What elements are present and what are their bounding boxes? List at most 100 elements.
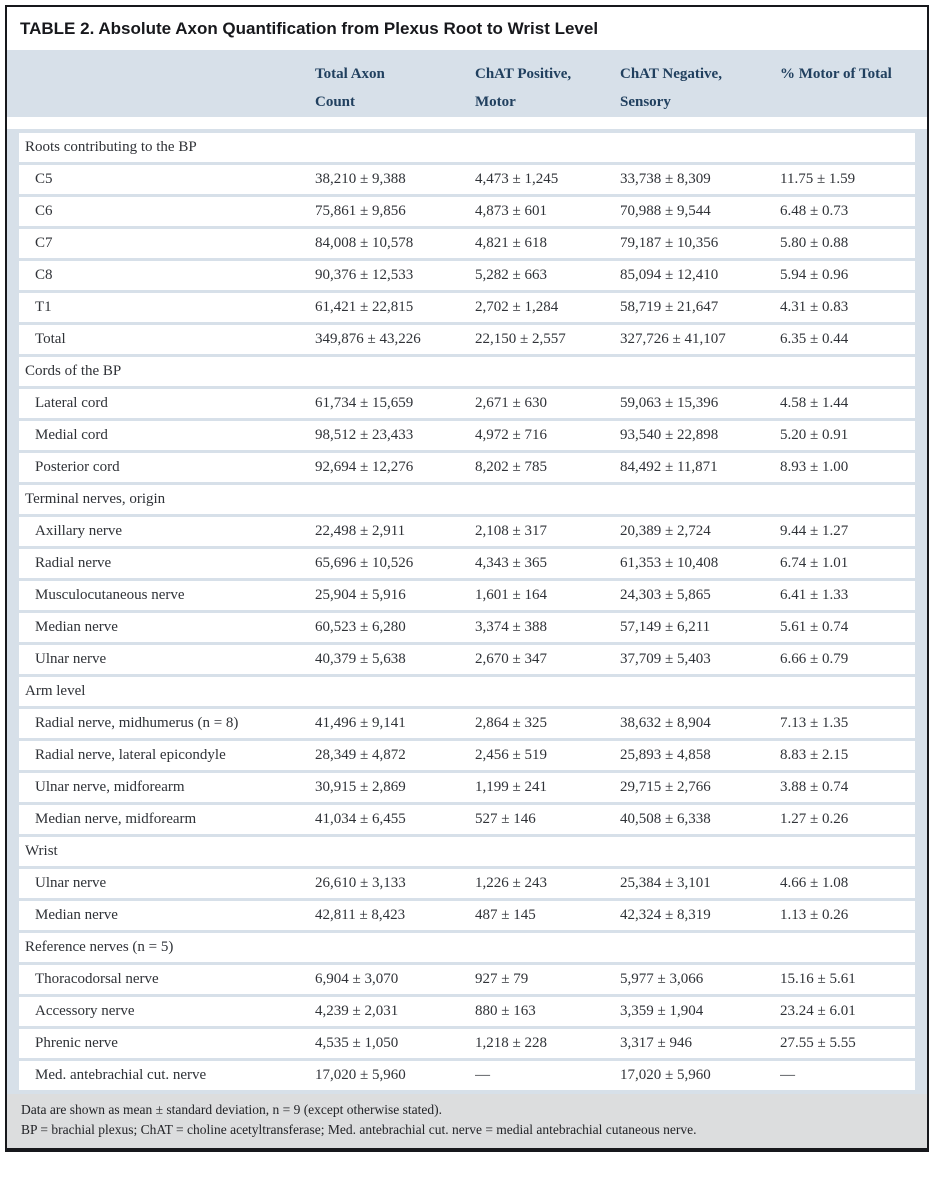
- row-label: Medial cord: [35, 427, 108, 443]
- chat-positive-value: 4,343 ± 365: [475, 555, 547, 571]
- chat-negative-value: 59,063 ± 15,396: [620, 395, 719, 411]
- chat-negative-value: 37,709 ± 5,403: [620, 651, 711, 667]
- pct-motor-value: 6.41 ± 1.33: [780, 587, 849, 603]
- table-row: Ulnar nerve 26,610 ± 3,133 1,226 ± 243 25,3…: [19, 869, 915, 898]
- section-header-row: Cords of the BP: [19, 357, 915, 386]
- total-axon-count-value: 4,239 ± 2,031: [315, 1003, 399, 1019]
- chat-positive-value: 927 ± 79: [475, 971, 529, 987]
- section-label: Cords of the BP: [25, 363, 122, 379]
- pct-motor-value: 1.13 ± 0.26: [780, 907, 849, 923]
- chat-positive-value: —: [475, 1067, 490, 1083]
- chat-positive-value: 5,282 ± 663: [475, 267, 547, 283]
- pct-motor-value: 8.83 ± 2.15: [780, 747, 849, 763]
- pct-motor-value: 8.93 ± 1.00: [780, 459, 849, 475]
- table-body: Roots contributing to the BP C5 38,210 ± 9…: [7, 129, 927, 1094]
- row-label: C8: [35, 267, 53, 283]
- section-label: Terminal nerves, origin: [25, 491, 166, 507]
- column-header-chat-negative-sensory: ChAT Negative, Sensory: [620, 66, 722, 110]
- table-row: Ulnar nerve, midforearm 30,915 ± 2,869 1,1…: [19, 773, 915, 802]
- table-footnotes: Data are shown as mean ± standard deviat…: [7, 1094, 927, 1148]
- total-axon-count-value: 40,379 ± 5,638: [315, 651, 406, 667]
- table-row: Lateral cord 61,734 ± 15,659 2,671 ± 630 59…: [19, 389, 915, 418]
- chat-positive-value: 880 ± 163: [475, 1003, 536, 1019]
- column-header-pct-motor-of-total: % Motor of Total: [780, 66, 892, 82]
- chat-positive-value: 2,456 ± 519: [475, 747, 547, 763]
- pct-motor-value: 5.20 ± 0.91: [780, 427, 849, 443]
- chat-positive-value: 1,218 ± 228: [475, 1035, 547, 1051]
- total-axon-count-value: 75,861 ± 9,856: [315, 203, 406, 219]
- total-axon-count-value: 38,210 ± 9,388: [315, 171, 406, 187]
- pct-motor-value: 4.58 ± 1.44: [780, 395, 849, 411]
- table-row: Median nerve, midforearm 41,034 ± 6,455 52…: [19, 805, 915, 834]
- chat-negative-value: 24,303 ± 5,865: [620, 587, 711, 603]
- pct-motor-value: 6.74 ± 1.01: [780, 555, 849, 571]
- table-row: C7 84,008 ± 10,578 4,821 ± 618 79,187 ± 10,…: [19, 229, 915, 258]
- section-label: Roots contributing to the BP: [25, 139, 197, 155]
- pct-motor-value: 15.16 ± 5.61: [780, 971, 856, 987]
- total-axon-count-value: 60,523 ± 6,280: [315, 619, 406, 635]
- table-row: Median nerve 60,523 ± 6,280 3,374 ± 388 57,…: [19, 613, 915, 642]
- table-frame: TABLE 2. Absolute Axon Quantification fr…: [5, 5, 929, 1152]
- pct-motor-value: 6.66 ± 0.79: [780, 651, 849, 667]
- chat-negative-value: 25,893 ± 4,858: [620, 747, 711, 763]
- chat-positive-value: 4,873 ± 601: [475, 203, 547, 219]
- pct-motor-value: 6.48 ± 0.73: [780, 203, 849, 219]
- chat-negative-value: 5,977 ± 3,066: [620, 971, 704, 987]
- total-axon-count-value: 26,610 ± 3,133: [315, 875, 406, 891]
- table-row: Medial cord 98,512 ± 23,433 4,972 ± 716 93,…: [19, 421, 915, 450]
- section-header-row: Wrist: [19, 837, 915, 866]
- row-label: Radial nerve, lateral epicondyle: [35, 747, 226, 763]
- chat-negative-value: 70,988 ± 9,544: [620, 203, 711, 219]
- chat-positive-value: 22,150 ± 2,557: [475, 331, 566, 347]
- chat-negative-value: 3,359 ± 1,904: [620, 1003, 704, 1019]
- chat-negative-value: 40,508 ± 6,338: [620, 811, 711, 827]
- row-label: Median nerve, midforearm: [35, 811, 197, 827]
- total-axon-count-value: 349,876 ± 43,226: [315, 331, 421, 347]
- row-label: C5: [35, 171, 53, 187]
- section-header-row: Terminal nerves, origin: [19, 485, 915, 514]
- row-label: C7: [35, 235, 53, 251]
- chat-positive-value: 8,202 ± 785: [475, 459, 547, 475]
- chat-positive-value: 4,473 ± 1,245: [475, 171, 559, 187]
- pct-motor-value: 1.27 ± 0.26: [780, 811, 849, 827]
- pct-motor-value: —: [780, 1067, 795, 1083]
- total-axon-count-value: 22,498 ± 2,911: [315, 523, 406, 539]
- chat-negative-value: 29,715 ± 2,766: [620, 779, 711, 795]
- table-row: Med. antebrachial cut. nerve 17,020 ± 5,9…: [19, 1061, 915, 1090]
- pct-motor-value: 4.66 ± 1.08: [780, 875, 849, 891]
- row-label: Total: [35, 331, 66, 347]
- row-label: Lateral cord: [35, 395, 108, 411]
- pct-motor-value: 9.44 ± 1.27: [780, 523, 849, 539]
- total-axon-count-value: 42,811 ± 8,423: [315, 907, 406, 923]
- chat-positive-value: 1,601 ± 164: [475, 587, 547, 603]
- total-axon-count-value: 98,512 ± 23,433: [315, 427, 414, 443]
- row-label: Accessory nerve: [35, 1003, 135, 1019]
- footnote-line-1: Data are shown as mean ± standard deviat…: [21, 1102, 443, 1117]
- total-axon-count-value: 90,376 ± 12,533: [315, 267, 414, 283]
- chat-negative-value: 58,719 ± 21,647: [620, 299, 719, 315]
- total-axon-count-value: 41,034 ± 6,455: [315, 811, 406, 827]
- pct-motor-value: 4.31 ± 0.83: [780, 299, 849, 315]
- total-axon-count-value: 17,020 ± 5,960: [315, 1067, 406, 1083]
- section-header-row: Roots contributing to the BP: [19, 133, 915, 162]
- row-label: Phrenic nerve: [35, 1035, 118, 1051]
- total-axon-count-value: 41,496 ± 9,141: [315, 715, 406, 731]
- chat-positive-value: 1,199 ± 241: [475, 779, 547, 795]
- chat-negative-value: 20,389 ± 2,724: [620, 523, 711, 539]
- chat-negative-value: 93,540 ± 22,898: [620, 427, 719, 443]
- chat-negative-value: 42,324 ± 8,319: [620, 907, 711, 923]
- column-header-chat-positive-motor: ChAT Positive, Motor: [475, 66, 572, 110]
- chat-negative-value: 79,187 ± 10,356: [620, 235, 719, 251]
- table-row: Ulnar nerve 40,379 ± 5,638 2,670 ± 347 37,7…: [19, 645, 915, 674]
- chat-negative-value: 85,094 ± 12,410: [620, 267, 719, 283]
- pct-motor-value: 5.61 ± 0.74: [780, 619, 849, 635]
- chat-positive-value: 2,108 ± 317: [475, 523, 547, 539]
- chat-positive-value: 487 ± 145: [475, 907, 536, 923]
- chat-positive-value: 1,226 ± 243: [475, 875, 547, 891]
- chat-negative-value: 33,738 ± 8,309: [620, 171, 711, 187]
- footnote-line-2: BP = brachial plexus; ChAT = choline ace…: [21, 1122, 697, 1138]
- total-axon-count-value: 30,915 ± 2,869: [315, 779, 406, 795]
- row-label: Ulnar nerve: [35, 651, 107, 667]
- chat-positive-value: 3,374 ± 388: [475, 619, 547, 635]
